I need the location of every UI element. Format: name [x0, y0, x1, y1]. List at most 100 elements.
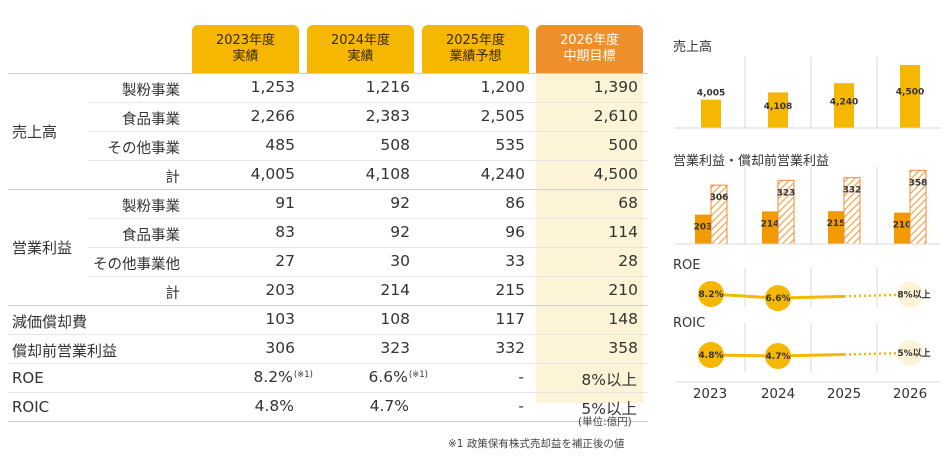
operating-profit-label: 203: [694, 223, 713, 233]
column-header-2024: 2024年度 実績: [307, 25, 414, 73]
sales-bar-label: 4,240: [830, 97, 858, 107]
table-cell: 91: [190, 194, 295, 212]
table-divider: [8, 363, 648, 364]
table-cell: 8%以上: [533, 368, 638, 390]
column-header-2023: 2023年度 実績: [192, 25, 299, 73]
header-line2: 業績予想: [449, 49, 502, 64]
row-sublabel: 食品事業: [122, 112, 180, 128]
sales-bar-label: 4,108: [764, 102, 792, 112]
table-cell: 1,200: [420, 78, 525, 96]
table-cell: 6.6%(※1): [323, 368, 428, 386]
table-cell: 92: [305, 194, 410, 212]
table-cell: 1,216: [305, 78, 410, 96]
table-cell: 117: [420, 310, 525, 328]
table-cell: 203: [190, 281, 295, 299]
cell-value: 117: [495, 310, 525, 328]
operating-profit-bar: [894, 212, 910, 244]
sales-bar: [768, 92, 788, 128]
table-cell: 4,005: [190, 165, 295, 183]
row-divider: [88, 131, 648, 132]
cell-value: 68: [618, 194, 638, 212]
sales-bar: [900, 65, 920, 128]
row-sublabel: 計: [165, 170, 181, 186]
cell-value: 2,383: [365, 107, 410, 125]
table-cell: 485: [190, 136, 295, 154]
roic-target-label: 5%以上: [897, 347, 930, 359]
roe-chart-title: ROE: [673, 258, 701, 273]
row-label: ROIC: [12, 398, 50, 416]
sales-bar-label: 4,500: [896, 88, 924, 98]
roic-marker: [698, 342, 724, 368]
cell-value: 508: [380, 136, 410, 154]
cell-value: 5%以上: [581, 400, 637, 418]
table-cell: 30: [305, 252, 410, 270]
table-cell: 28: [533, 252, 638, 270]
column-header-2026-target: 2026年度 中期目標: [536, 25, 643, 73]
year-label-2023: 2023: [692, 386, 728, 402]
table-cell: 83: [190, 223, 295, 241]
profit-chart-title: 営業利益・償却前営業利益: [673, 154, 830, 169]
table-cell: -: [420, 397, 525, 415]
cell-value: 83: [275, 223, 295, 241]
cell-value: 215: [495, 281, 525, 299]
sales-bar-label: 4,005: [697, 89, 725, 99]
table-cell: 215: [420, 281, 525, 299]
cell-value: 86: [505, 194, 525, 212]
cell-value: 8%以上: [581, 371, 637, 389]
table-cell: 92: [305, 223, 410, 241]
cell-value: 4.8%: [254, 397, 294, 415]
target-column-background: [536, 73, 643, 403]
roe-target-label: 8%以上: [897, 289, 930, 301]
cell-value: 91: [275, 194, 295, 212]
table-cell: 2,610: [533, 107, 638, 125]
operating-profit-label: 210: [893, 221, 912, 231]
cell-value: 485: [265, 136, 295, 154]
group-label: 営業利益: [12, 239, 73, 257]
sales-bar: [701, 99, 721, 128]
table-cell: 33: [420, 252, 525, 270]
table-cell: 108: [305, 310, 410, 328]
table-cell: 114: [533, 223, 638, 241]
roic-marker: [765, 343, 791, 369]
cell-value: 103: [265, 310, 295, 328]
row-label: ROE: [12, 369, 44, 387]
operating-profit-label: 215: [827, 219, 846, 229]
header-line2: 実績: [347, 49, 374, 64]
table-cell: 2,266: [190, 107, 295, 125]
footnote-mark: (※1): [293, 370, 313, 380]
cell-value: -: [518, 368, 524, 386]
cell-value: 500: [608, 136, 638, 154]
cell-value: 210: [608, 281, 638, 299]
row-sublabel: 食品事業: [122, 228, 180, 244]
table-cell: 1,253: [190, 78, 295, 96]
table-cell: 535: [420, 136, 525, 154]
roe-marker: [765, 285, 791, 312]
cell-value: 203: [265, 281, 295, 299]
header-line1: 2026年度: [559, 33, 620, 48]
table-divider: [8, 392, 648, 393]
group-label: 売上高: [12, 123, 58, 141]
row-sublabel: 計: [165, 286, 181, 302]
table-divider: [8, 189, 648, 190]
roic-value-label: 4.7%: [766, 352, 791, 362]
roic-value-label: 4.8%: [699, 351, 724, 361]
roic-target-marker: [897, 340, 923, 366]
cell-value: 2,610: [593, 107, 638, 125]
table-cell: 323: [305, 339, 410, 357]
table-divider: [8, 73, 648, 74]
roe-marker: [698, 281, 724, 307]
cell-value: 114: [608, 223, 638, 241]
header-line1: 2025年度: [445, 33, 506, 48]
year-label-2024: 2024: [760, 386, 796, 402]
column-header-2025: 2025年度 業績予想: [422, 25, 529, 73]
cell-value: 4,500: [593, 165, 638, 183]
table-cell: 4,108: [305, 165, 410, 183]
cell-value: 306: [265, 339, 295, 357]
cell-value: 2,266: [250, 107, 295, 125]
table-cell: 2,383: [305, 107, 410, 125]
row-label: 償却前営業利益: [12, 342, 118, 360]
cell-value: 1,390: [593, 78, 638, 96]
cell-value: 2,505: [480, 107, 525, 125]
year-label-2026: 2026: [892, 386, 928, 402]
